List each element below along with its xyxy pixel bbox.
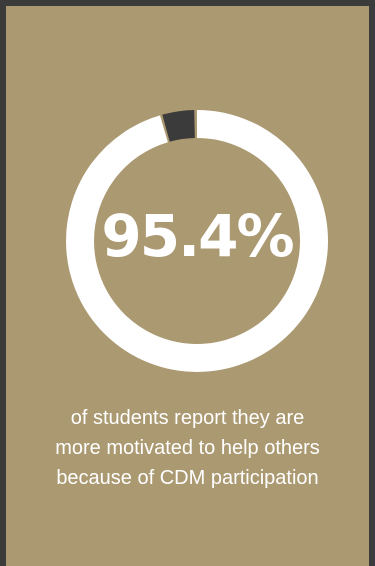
donut-svg (66, 110, 328, 372)
caption-line-1: of students report they are (70, 407, 305, 429)
stat-card: 95.4% of students report they are more m… (6, 6, 369, 566)
donut-value-segment (66, 110, 328, 372)
caption-line-2: more motivated to help others (55, 437, 320, 459)
donut-chart: 95.4% (66, 110, 328, 372)
caption-line-3: because of CDM participation (56, 467, 319, 489)
percent-value: 95.4% (101, 202, 294, 270)
stat-caption: of students report they are more motivat… (6, 403, 369, 493)
donut-remainder-segment (66, 110, 328, 372)
